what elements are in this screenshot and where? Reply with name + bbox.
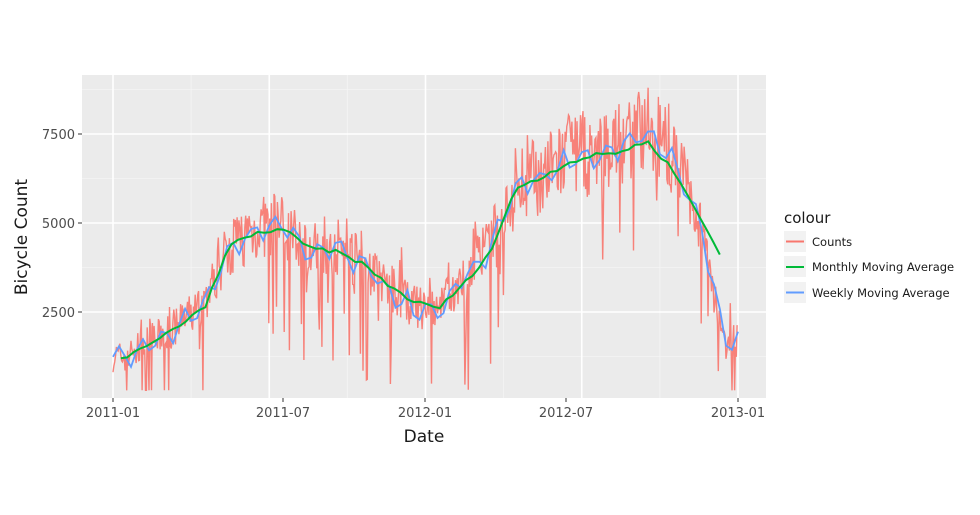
x-axis-title: Date [404, 427, 445, 447]
x-tick-2012-07: 2012-07 [539, 406, 593, 421]
svg-text:Weekly Moving Average: Weekly Moving Average [812, 286, 950, 300]
legend-item-monthly: Monthly Moving Average [784, 256, 954, 277]
y-axis-title: Bicycle Count [12, 179, 32, 296]
monthly-average-line [120, 140, 721, 360]
legend: colour Counts Monthly Moving Average Wee… [784, 209, 954, 303]
x-tick-2011-07: 2011-07 [256, 406, 310, 421]
legend-title: colour [784, 209, 831, 227]
y-tick-2500: 2500 [42, 306, 75, 321]
x-axis: 2011-01 2011-07 2012-01 2012-07 2013-01 … [86, 398, 765, 447]
legend-item-counts: Counts [784, 231, 852, 252]
y-axis: 2500 5000 7500 Bicycle Count [12, 128, 82, 321]
x-tick-2013-01: 2013-01 [711, 406, 765, 421]
legend-item-weekly: Weekly Moving Average [784, 282, 950, 303]
svg-text:Monthly Moving Average: Monthly Moving Average [812, 260, 954, 274]
y-tick-7500: 7500 [42, 128, 75, 143]
x-tick-2012-01: 2012-01 [398, 406, 452, 421]
data-lines [112, 87, 739, 391]
y-tick-5000: 5000 [42, 217, 75, 232]
x-tick-2011-01: 2011-01 [86, 406, 140, 421]
svg-text:Counts: Counts [812, 235, 852, 249]
